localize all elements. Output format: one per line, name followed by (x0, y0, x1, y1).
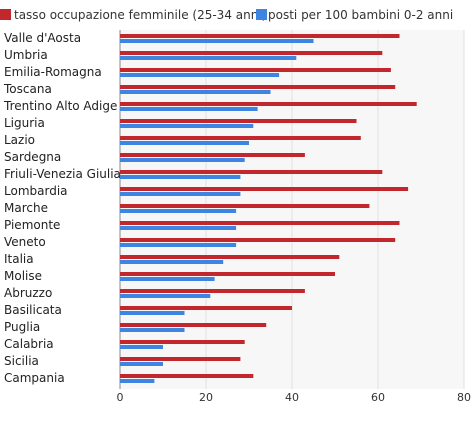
x-tick-label: 20 (199, 391, 213, 404)
bar-posti (120, 158, 245, 162)
x-tick-label: 80 (457, 391, 471, 404)
bar-occupazione (120, 187, 409, 191)
legend-label: tasso occupazione femminile (25-34 anni) (14, 8, 266, 22)
category-label: Umbria (4, 48, 48, 62)
bar-posti (120, 277, 215, 281)
bar-occupazione (120, 153, 305, 157)
category-label: Trentino Alto Adige (3, 99, 117, 113)
bar-posti (120, 243, 237, 247)
category-label: Emilia-Romagna (4, 65, 102, 79)
category-label: Sardegna (4, 150, 61, 164)
x-tick-label: 60 (371, 391, 385, 404)
category-label: Sicilia (4, 354, 39, 368)
category-label: Liguria (4, 116, 45, 130)
category-label: Marche (4, 201, 48, 215)
bar-posti (120, 209, 237, 213)
legend-swatch (0, 9, 11, 20)
category-label: Veneto (4, 235, 46, 249)
bar-occupazione (120, 374, 254, 378)
bar-posti (120, 73, 280, 77)
legend-label: posti per 100 bambini 0-2 anni (268, 8, 453, 22)
category-label: Basilicata (4, 303, 62, 317)
category-label: Molise (4, 269, 42, 283)
bar-posti (120, 226, 237, 230)
bar-occupazione (120, 272, 335, 276)
bar-posti (120, 124, 254, 128)
bar-posti (120, 379, 155, 383)
bar-occupazione (120, 357, 241, 361)
bar-posti (120, 362, 163, 366)
bar-posti (120, 175, 241, 179)
legend-swatch (256, 9, 267, 20)
bar-posti (120, 107, 258, 111)
bar-posti (120, 192, 241, 196)
bar-posti (120, 90, 271, 94)
bar-occupazione (120, 119, 357, 123)
category-label: Abruzzo (4, 286, 52, 300)
x-tick-label: 40 (285, 391, 299, 404)
category-label: Lombardia (4, 184, 68, 198)
bar-posti (120, 294, 211, 298)
bar-occupazione (120, 34, 400, 38)
category-label: Calabria (4, 337, 54, 351)
bar-occupazione (120, 204, 370, 208)
category-label: Puglia (4, 320, 40, 334)
category-label: Piemonte (4, 218, 60, 232)
bar-posti (120, 328, 185, 332)
bar-occupazione (120, 51, 383, 55)
bar-posti (120, 39, 314, 43)
category-label: Lazio (4, 133, 35, 147)
category-label: Italia (4, 252, 34, 266)
bar-occupazione (120, 306, 292, 310)
x-tick-label: 0 (117, 391, 124, 404)
bar-occupazione (120, 85, 396, 89)
bar-posti (120, 56, 297, 60)
category-label: Valle d'Aosta (4, 31, 81, 45)
bar-occupazione (120, 170, 383, 174)
bar-occupazione (120, 255, 340, 259)
bar-occupazione (120, 102, 417, 106)
bar-occupazione (120, 289, 305, 293)
bar-occupazione (120, 340, 245, 344)
category-label: Campania (4, 371, 65, 385)
bar-occupazione (120, 221, 400, 225)
bar-posti (120, 345, 163, 349)
category-label: Friuli-Venezia Giulia (4, 167, 121, 181)
bar-occupazione (120, 238, 396, 242)
bar-occupazione (120, 68, 391, 72)
bar-occupazione (120, 323, 267, 327)
bar-posti (120, 260, 224, 264)
bar-posti (120, 311, 185, 315)
bar-posti (120, 141, 249, 145)
category-label: Toscana (3, 82, 52, 96)
bar-occupazione (120, 136, 361, 140)
